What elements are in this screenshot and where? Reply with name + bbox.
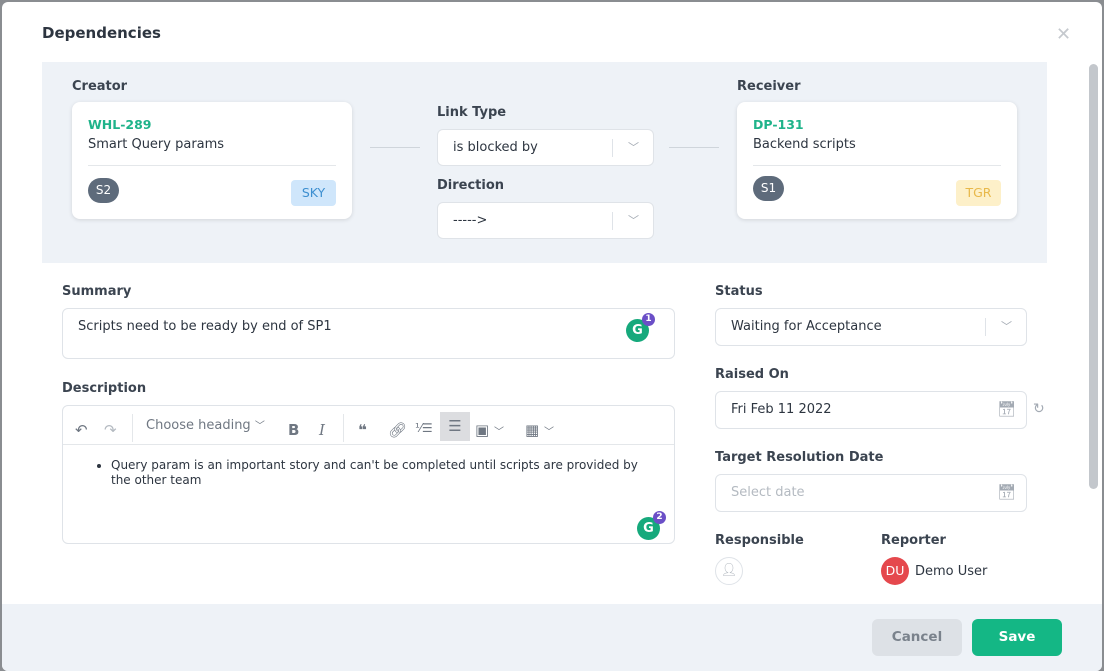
chevron-down-icon: ﹀ xyxy=(628,141,639,154)
chevron-down-icon: ﹀ xyxy=(1001,320,1012,333)
reset-icon[interactable]: ↻ xyxy=(1033,401,1045,417)
heading-select[interactable]: Choose heading ﹀ xyxy=(146,417,265,433)
reporter-label: Reporter xyxy=(881,533,946,548)
target-date-label: Target Resolution Date xyxy=(715,450,884,465)
creator-key[interactable]: WHL-289 xyxy=(88,117,152,132)
calendar-icon[interactable]: 📅︎ xyxy=(996,483,1016,501)
link-panel: Creator WHL-289 Smart Query params S2 SK… xyxy=(42,62,1047,263)
link-type-value: is blocked by xyxy=(453,140,538,155)
divider xyxy=(343,414,344,442)
add-user-icon[interactable]: 👤︎ xyxy=(715,557,743,585)
direction-value: -----> xyxy=(453,213,488,228)
divider xyxy=(63,444,674,445)
description-editor[interactable]: ↶ ↷ Choose heading ﹀ B I ❝ 🔗︎ ⅟☰ ☰ ▣ ﹀ ▦… xyxy=(62,405,675,544)
chevron-down-icon: ﹀ xyxy=(628,214,639,227)
connector-line xyxy=(669,147,719,148)
undo-icon[interactable]: ↶ xyxy=(75,421,88,439)
reporter-name: Demo User xyxy=(915,564,988,579)
creator-name: Smart Query params xyxy=(88,137,225,152)
raised-on-label: Raised On xyxy=(715,367,789,382)
description-label: Description xyxy=(62,381,147,396)
chevron-down-icon: ﹀ xyxy=(254,421,265,432)
target-date-input[interactable]: Select date 📅︎ xyxy=(715,474,1027,512)
receiver-name: Backend scripts xyxy=(753,137,856,152)
creator-label: Creator xyxy=(72,79,128,94)
divider xyxy=(753,165,1001,166)
receiver-key[interactable]: DP-131 xyxy=(753,117,804,132)
direction-select[interactable]: -----> ﹀ xyxy=(437,202,654,239)
cancel-button[interactable]: Cancel xyxy=(872,619,962,656)
status-select[interactable]: Waiting for Acceptance ﹀ xyxy=(715,308,1027,346)
link-type-label: Link Type xyxy=(437,105,507,120)
summary-label: Summary xyxy=(62,284,132,299)
grammarly-count: 1 xyxy=(642,313,655,326)
avatar: S2 xyxy=(88,178,119,203)
list-item: Query param is an important story and ca… xyxy=(111,458,656,488)
summary-value: Scripts need to be ready by end of SP1 xyxy=(78,319,332,334)
close-icon[interactable]: ✕ xyxy=(1056,24,1072,45)
project-tag: SKY xyxy=(291,180,336,206)
avatar: DU xyxy=(881,557,909,585)
calendar-icon[interactable]: 📅︎ xyxy=(996,400,1016,418)
target-date-placeholder: Select date xyxy=(731,485,805,500)
divider xyxy=(88,165,336,166)
numbered-list-icon[interactable]: ⅟☰ xyxy=(415,421,433,435)
divider xyxy=(612,139,613,157)
status-label: Status xyxy=(715,284,763,299)
bulleted-list-icon[interactable]: ☰ xyxy=(440,412,470,441)
status-value: Waiting for Acceptance xyxy=(731,319,882,334)
summary-input[interactable]: Scripts need to be ready by end of SP1 G… xyxy=(62,308,675,359)
scrollbar[interactable] xyxy=(1089,64,1098,489)
raised-on-value: Fri Feb 11 2022 xyxy=(731,402,832,417)
bold-icon[interactable]: B xyxy=(288,421,300,439)
media-embed-icon[interactable]: ▣ ﹀ xyxy=(475,421,504,439)
divider xyxy=(985,318,986,336)
receiver-card[interactable]: DP-131 Backend scripts S1 TGR xyxy=(737,102,1017,219)
save-button[interactable]: Save xyxy=(972,619,1062,656)
avatar: S1 xyxy=(753,176,784,201)
italic-icon[interactable]: I xyxy=(319,421,325,439)
direction-label: Direction xyxy=(437,178,505,193)
raised-on-input[interactable]: Fri Feb 11 2022 📅︎ xyxy=(715,391,1027,429)
creator-card[interactable]: WHL-289 Smart Query params S2 SKY xyxy=(72,102,352,219)
heading-select-value: Choose heading xyxy=(146,418,251,433)
responsible-label: Responsible xyxy=(715,533,804,548)
redo-icon[interactable]: ↷ xyxy=(104,421,117,439)
link-type-select[interactable]: is blocked by ﹀ xyxy=(437,129,654,166)
table-icon[interactable]: ▦ ﹀ xyxy=(525,421,554,439)
grammarly-count: 2 xyxy=(653,511,666,524)
divider xyxy=(612,212,613,230)
blockquote-icon[interactable]: ❝ xyxy=(358,421,367,439)
description-content: Query param is an important story and ca… xyxy=(111,458,656,488)
project-tag: TGR xyxy=(956,180,1001,206)
dialog-title: Dependencies xyxy=(42,24,161,42)
divider xyxy=(132,414,133,442)
receiver-label: Receiver xyxy=(737,79,801,94)
link-icon[interactable]: 🔗︎ xyxy=(388,421,408,439)
connector-line xyxy=(370,147,420,148)
